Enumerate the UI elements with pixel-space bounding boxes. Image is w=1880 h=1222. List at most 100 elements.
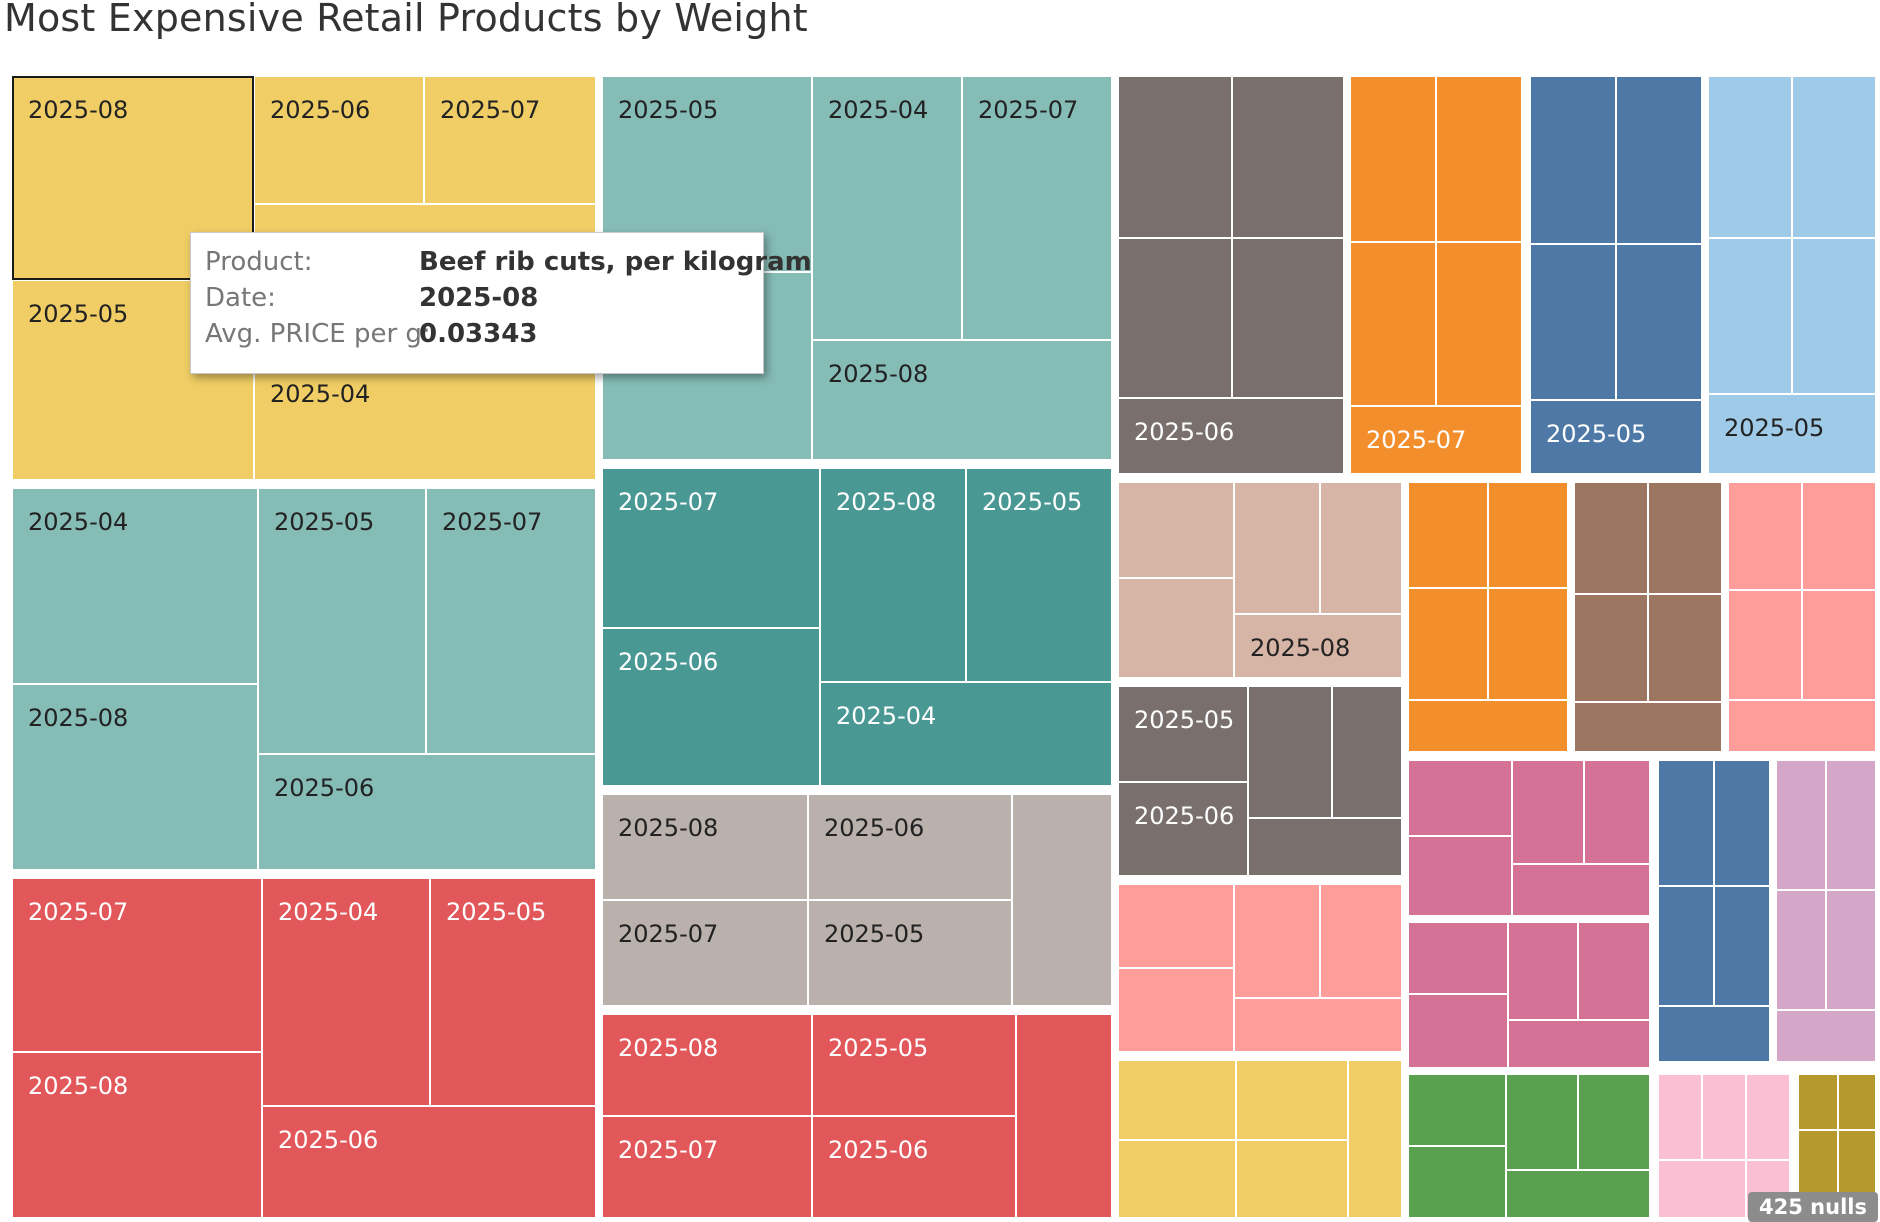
treemap-cell[interactable] <box>1573 701 1723 753</box>
treemap-cell[interactable] <box>1235 1059 1349 1141</box>
treemap-cell[interactable] <box>1825 889 1877 1011</box>
treemap-cell[interactable] <box>1507 921 1579 1021</box>
treemap-cell[interactable] <box>1233 613 1403 679</box>
treemap-cell[interactable] <box>1727 589 1803 701</box>
treemap-cell[interactable] <box>1233 883 1321 999</box>
treemap-cell[interactable] <box>1505 1169 1651 1219</box>
treemap-cell[interactable] <box>1727 699 1877 753</box>
treemap-cell[interactable] <box>1775 889 1827 1011</box>
treemap-cell[interactable] <box>1487 587 1569 701</box>
treemap-cell[interactable] <box>1319 883 1403 999</box>
treemap-cell[interactable] <box>1231 75 1345 239</box>
treemap-cell[interactable] <box>1117 967 1235 1053</box>
treemap-cell[interactable] <box>1349 405 1523 475</box>
treemap-cell[interactable] <box>601 1115 813 1219</box>
treemap-cell[interactable] <box>1117 577 1235 679</box>
treemap-cell[interactable] <box>1801 589 1877 701</box>
treemap-cell[interactable] <box>1435 241 1523 407</box>
treemap-cell[interactable] <box>819 681 1113 787</box>
treemap-cell[interactable] <box>965 467 1113 683</box>
treemap-cell[interactable] <box>1407 1073 1507 1147</box>
treemap-cell[interactable] <box>1791 75 1877 239</box>
treemap-cell[interactable] <box>253 359 597 481</box>
treemap-cell[interactable] <box>1117 75 1233 239</box>
treemap-cell[interactable] <box>1791 237 1877 395</box>
treemap-cell[interactable] <box>1577 921 1651 1021</box>
treemap-cell[interactable] <box>1775 1009 1877 1063</box>
treemap-cell[interactable] <box>1247 685 1333 819</box>
treemap-cell[interactable] <box>1117 481 1235 579</box>
treemap-cell[interactable] <box>1117 1059 1237 1141</box>
treemap-cell[interactable] <box>261 877 431 1107</box>
treemap-cell[interactable] <box>1349 241 1437 407</box>
treemap-cell[interactable] <box>1713 759 1771 887</box>
treemap-cell[interactable] <box>11 1051 263 1219</box>
treemap-cell[interactable] <box>601 467 821 629</box>
treemap-cell[interactable] <box>1407 759 1513 837</box>
treemap-cell[interactable] <box>807 793 1013 901</box>
treemap-cell[interactable] <box>1235 1139 1349 1219</box>
treemap-cell[interactable] <box>1701 1073 1747 1161</box>
treemap-cell[interactable] <box>1615 243 1703 401</box>
treemap-cell[interactable] <box>811 339 1113 461</box>
nulls-badge[interactable]: 425 nulls <box>1748 1192 1878 1222</box>
treemap-cell[interactable] <box>1511 863 1651 917</box>
treemap-cell[interactable] <box>1511 759 1585 865</box>
treemap-cell[interactable] <box>1117 237 1233 399</box>
treemap-cell[interactable] <box>257 753 597 871</box>
treemap-cell[interactable] <box>1407 481 1489 589</box>
treemap-cell[interactable] <box>1407 921 1509 995</box>
treemap-cell[interactable] <box>1407 1145 1507 1219</box>
treemap-cell[interactable] <box>1347 1059 1403 1219</box>
treemap-cell[interactable] <box>1407 699 1569 753</box>
treemap-cell[interactable] <box>257 487 427 755</box>
treemap-cell[interactable] <box>1577 1073 1651 1171</box>
treemap-cell[interactable] <box>1529 399 1703 475</box>
treemap-cell[interactable] <box>1657 1073 1703 1161</box>
treemap-cell[interactable] <box>601 1013 813 1117</box>
treemap-cell[interactable] <box>1435 75 1523 243</box>
treemap-cell[interactable] <box>1319 481 1403 615</box>
treemap-cell[interactable] <box>1707 393 1877 475</box>
treemap-cell[interactable] <box>811 1013 1017 1117</box>
treemap-cell[interactable] <box>1657 1005 1771 1063</box>
treemap-cell[interactable] <box>1247 817 1403 877</box>
treemap-cell[interactable] <box>11 487 259 685</box>
treemap-cell[interactable] <box>1407 835 1513 917</box>
treemap-cell[interactable] <box>1801 481 1877 591</box>
treemap-cell[interactable] <box>819 467 967 683</box>
treemap-cell[interactable] <box>261 1105 597 1219</box>
treemap-cell[interactable] <box>1117 685 1249 783</box>
treemap-cell[interactable] <box>1529 75 1617 245</box>
treemap-cell[interactable] <box>1407 993 1509 1069</box>
treemap-cell[interactable] <box>425 487 597 755</box>
treemap-cell[interactable] <box>807 899 1013 1007</box>
treemap-cell[interactable] <box>1657 1159 1747 1219</box>
treemap-cell[interactable] <box>1407 587 1489 701</box>
treemap-cell[interactable] <box>1507 1019 1651 1069</box>
treemap-cell[interactable] <box>1797 1073 1839 1131</box>
treemap-cell[interactable] <box>1727 481 1803 591</box>
treemap-cell[interactable] <box>1331 685 1403 819</box>
treemap-cell[interactable] <box>1015 1013 1113 1219</box>
treemap-cell[interactable] <box>1657 885 1715 1007</box>
treemap-cell[interactable] <box>1573 593 1649 703</box>
treemap-cell[interactable] <box>1011 793 1113 1007</box>
treemap-cell[interactable] <box>1233 997 1403 1053</box>
treemap-cell[interactable] <box>1707 237 1793 395</box>
treemap-cell[interactable] <box>1713 885 1771 1007</box>
treemap-cell[interactable] <box>1117 397 1345 475</box>
treemap-cell[interactable] <box>1745 1073 1791 1161</box>
treemap-cell[interactable] <box>1647 593 1723 703</box>
treemap-cell[interactable] <box>601 793 809 901</box>
treemap-cell[interactable] <box>1573 481 1649 595</box>
treemap-cell[interactable] <box>1233 481 1321 615</box>
treemap-cell[interactable] <box>1647 481 1723 595</box>
treemap-cell[interactable] <box>11 877 263 1053</box>
treemap-cell[interactable] <box>1505 1073 1579 1171</box>
treemap-cell[interactable] <box>1583 759 1651 865</box>
treemap-cell[interactable] <box>1707 75 1793 239</box>
treemap-cell[interactable] <box>811 75 963 341</box>
treemap-cell[interactable] <box>11 683 259 871</box>
treemap-cell[interactable] <box>1825 759 1877 891</box>
